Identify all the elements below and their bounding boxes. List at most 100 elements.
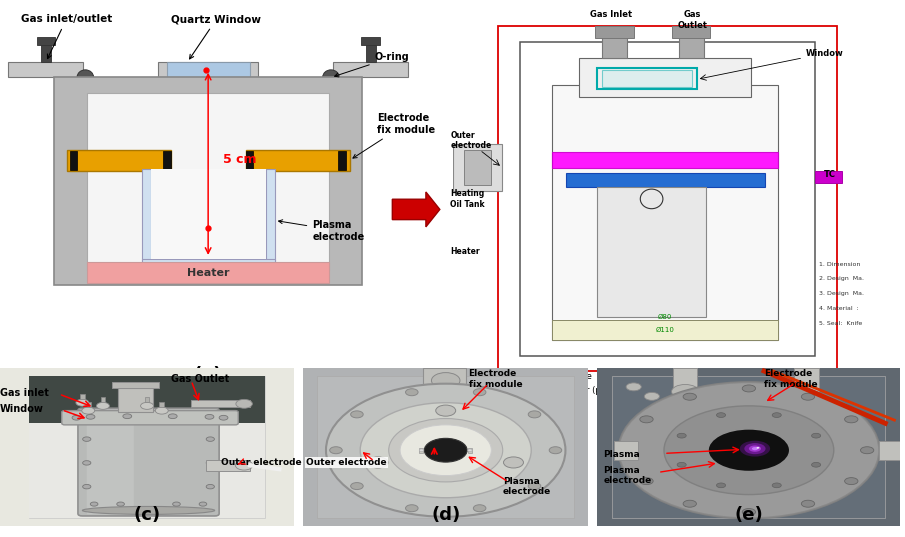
Text: 1. Dimension: 1. Dimension [819,262,861,266]
Text: 2. Design  Ma.: 2. Design Ma. [819,277,864,281]
Circle shape [503,457,523,468]
Text: Gas inlet: Gas inlet [0,388,49,398]
Bar [672,26,710,38]
Circle shape [329,447,342,454]
Circle shape [206,437,214,441]
Text: Electrode
fix module: Electrode fix module [764,369,818,389]
Text: Gas inlet/outlet: Gas inlet/outlet [21,14,112,59]
Bar [602,26,626,58]
Text: 5. Seal:  Knife: 5. Seal: Knife [819,321,862,326]
Text: Gas Inlet: Gas Inlet [590,10,632,19]
Bar [30,376,265,423]
Circle shape [168,414,177,419]
Circle shape [199,502,206,506]
Circle shape [640,416,653,423]
FancyBboxPatch shape [78,408,219,516]
Circle shape [618,382,880,518]
Bar [36,37,55,45]
Circle shape [683,393,697,400]
Text: Electrode
fix module: Electrode fix module [469,369,522,389]
Circle shape [742,509,756,516]
Circle shape [772,413,781,417]
Circle shape [749,446,761,452]
Circle shape [205,415,214,419]
Circle shape [323,70,339,85]
Bar [366,39,376,62]
Bar [167,62,250,77]
Bar [423,368,466,391]
Circle shape [626,383,642,391]
Bar [552,85,778,340]
Bar [70,151,78,170]
Circle shape [473,389,486,396]
Circle shape [90,502,98,506]
Circle shape [468,449,472,452]
Circle shape [529,483,541,490]
Circle shape [76,399,89,406]
FancyBboxPatch shape [62,411,238,425]
Bar [141,169,151,266]
Bar [118,388,153,412]
Text: Ø110: Ø110 [656,327,674,333]
Circle shape [419,449,424,452]
Circle shape [757,447,759,448]
Text: (d): (d) [431,506,461,524]
Bar [498,26,837,372]
Bar [67,150,171,171]
Circle shape [752,447,758,450]
Circle shape [389,418,503,482]
Bar [602,69,692,87]
Circle shape [206,484,214,489]
Circle shape [82,461,91,465]
Circle shape [624,447,637,454]
Bar [151,169,265,258]
Circle shape [644,393,660,400]
Bar [145,397,149,402]
Circle shape [742,385,756,392]
Bar [88,263,329,284]
Circle shape [206,461,214,465]
Circle shape [772,483,781,488]
Text: Heater: Heater [187,268,229,278]
Text: electrode: electrode [552,372,592,381]
Circle shape [82,484,91,489]
Text: Outer electrode: Outer electrode [306,459,386,467]
Circle shape [235,461,253,470]
Bar [534,373,548,381]
Text: Plasma
electrode: Plasma electrode [503,477,551,496]
Circle shape [236,400,252,408]
Circle shape [473,505,486,512]
Circle shape [664,406,834,495]
Bar [88,93,329,270]
Bar [41,39,51,62]
Text: Oil cover (peak 소재): Oil cover (peak 소재) [552,386,632,395]
Bar [579,58,751,97]
Circle shape [801,393,814,400]
Bar [566,173,765,187]
Text: Plasma
electrode: Plasma electrode [604,466,652,485]
Bar [86,402,90,407]
Circle shape [640,477,653,484]
Text: Window: Window [805,49,843,58]
Bar [191,400,250,408]
Text: Outer electrode: Outer electrode [221,459,301,467]
Text: Gas Outlet: Gas Outlet [171,374,229,384]
Circle shape [744,443,766,454]
Bar [452,144,502,191]
Circle shape [350,483,363,490]
Circle shape [708,429,790,471]
Circle shape [123,414,132,419]
Bar [80,394,85,399]
Circle shape [739,441,770,456]
Text: Heater: Heater [451,247,480,256]
Bar [159,402,164,407]
Circle shape [326,383,566,517]
Bar [468,448,472,453]
Circle shape [173,502,180,506]
Text: Heating
Oil Tank: Heating Oil Tank [451,190,485,209]
Text: Outlet: Outlet [677,21,708,31]
Bar [534,386,548,395]
Circle shape [81,407,95,414]
Circle shape [86,415,95,419]
Circle shape [405,505,418,512]
